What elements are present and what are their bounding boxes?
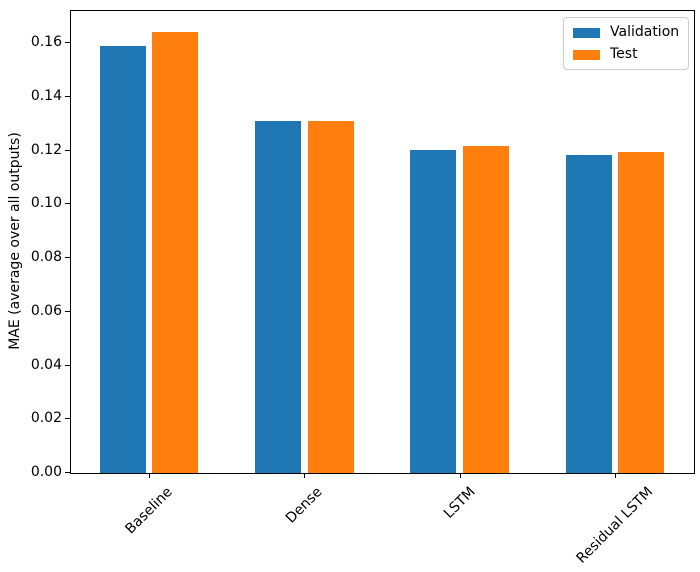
x-tick-mark <box>459 473 461 478</box>
y-tick-label: 0.04 <box>30 356 62 373</box>
legend: Validation Test <box>563 17 690 70</box>
y-tick-mark <box>65 472 70 473</box>
y-tick-label: 0.06 <box>30 302 62 319</box>
bar-validation-baseline <box>99 45 146 473</box>
y-tick-label: 0.00 <box>30 464 62 480</box>
bar-validation-residual-lstm <box>565 154 612 473</box>
legend-row: Test <box>573 46 679 63</box>
x-tick-mark <box>304 473 306 478</box>
x-tick-mark <box>614 473 616 478</box>
bar-test-baseline <box>152 31 199 473</box>
legend-row: Validation <box>573 24 679 41</box>
x-tick-label: Baseline <box>122 484 176 538</box>
bar-validation-lstm <box>410 149 457 473</box>
y-tick-mark <box>65 310 70 312</box>
x-tick-label: Residual LSTM <box>573 484 656 567</box>
y-tick-mark <box>65 418 70 420</box>
y-tick-mark <box>65 257 70 259</box>
legend-swatch-icon <box>573 27 600 38</box>
y-tick-label: 0.12 <box>30 141 62 158</box>
legend-label: Test <box>610 46 638 62</box>
y-tick-label: 0.02 <box>30 410 62 427</box>
y-tick-mark <box>65 364 70 366</box>
plot-area <box>70 10 695 474</box>
bar-validation-dense <box>254 121 301 473</box>
y-tick-mark <box>65 95 70 97</box>
y-tick-mark <box>65 42 70 44</box>
y-axis-label: MAE (average over all outputs) <box>7 132 23 350</box>
x-tick-label: Dense <box>282 484 326 527</box>
y-tick-mark <box>65 203 70 205</box>
y-tick-label: 0.10 <box>30 195 62 212</box>
legend-swatch-icon <box>573 49 600 60</box>
y-tick-label: 0.08 <box>30 249 62 266</box>
x-tick-label: LSTM <box>440 484 479 522</box>
y-tick-mark <box>65 149 70 151</box>
x-tick-mark <box>149 473 150 478</box>
y-tick-label: 0.16 <box>30 34 62 51</box>
legend-label: Validation <box>610 24 680 40</box>
bar-test-dense <box>307 121 354 473</box>
y-tick-label: 0.14 <box>30 87 62 104</box>
bar-test-residual-lstm <box>618 152 665 473</box>
bar-test-lstm <box>462 146 509 473</box>
